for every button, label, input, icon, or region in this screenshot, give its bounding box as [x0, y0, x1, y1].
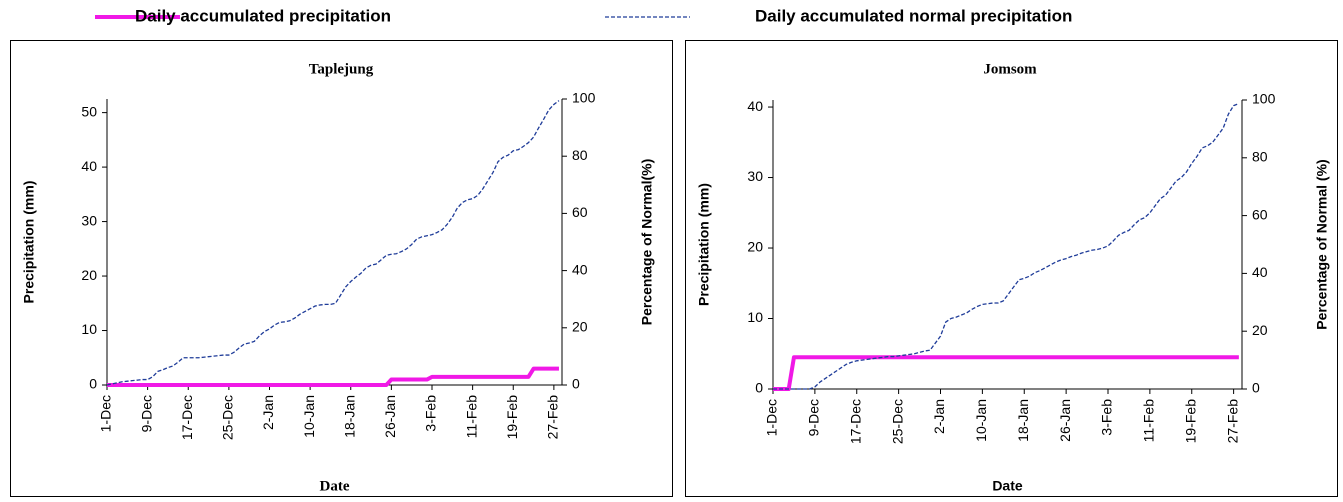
x-tick-label: 26-Jan [1057, 399, 1073, 442]
x-tick-label: 11-Feb [1141, 399, 1157, 443]
x-tick-label: 27-Feb [545, 395, 561, 440]
x-tick-label: 17-Dec [847, 399, 863, 444]
x-tick-label: 18-Jan [341, 395, 357, 438]
x-tick-label: 9-Dec [806, 399, 822, 436]
y-tick-label: 10 [747, 309, 763, 325]
y2-tick-label: 80 [1252, 149, 1268, 165]
x-tick-label: 26-Jan [382, 395, 398, 438]
x-tick-label: 18-Jan [1015, 399, 1031, 442]
legend-label: Daily accumulated precipitation [135, 6, 391, 25]
x-tick-label: 1-Dec [98, 395, 114, 432]
x-tick-label: 11-Feb [463, 395, 479, 439]
x-tick-label: 2-Jan [931, 399, 947, 434]
x-tick-label: 10-Jan [301, 395, 317, 438]
legend-label: Daily accumulated normal precipitation [755, 6, 1072, 25]
x-tick-label: 25-Dec [220, 395, 236, 440]
chart-title: Taplejung [309, 61, 374, 77]
y-tick-label: 40 [81, 158, 97, 174]
x-tick-label: 3-Feb [1099, 399, 1115, 436]
y-axis-label: Precipitation (mm) [21, 181, 37, 304]
x-tick-label: 19-Feb [1182, 399, 1198, 444]
y-tick-label: 0 [755, 380, 763, 396]
y-axis-label: Precipitation (mm) [696, 183, 712, 306]
x-axis-label: Date [992, 478, 1023, 494]
y2-tick-label: 100 [572, 90, 596, 106]
y2-tick-label: 0 [1252, 380, 1260, 396]
x-axis-label: Date [320, 478, 350, 494]
y-tick-label: 0 [89, 376, 97, 392]
panel-frame [685, 40, 1338, 497]
y-tick-label: 30 [747, 168, 763, 184]
y-tick-label: 30 [81, 212, 97, 228]
y2-tick-label: 40 [1252, 264, 1268, 280]
x-tick-label: 19-Feb [504, 395, 520, 440]
series-line [106, 100, 560, 386]
series-line [107, 366, 559, 387]
y2-tick-label: 60 [572, 204, 588, 220]
chart-title: Jomsom [983, 61, 1037, 77]
y-tick-label: 50 [81, 103, 97, 119]
y2-tick-label: 80 [572, 147, 588, 163]
y2-tick-label: 100 [1252, 91, 1276, 107]
y2-tick-label: 60 [1252, 206, 1268, 222]
y2-tick-label: 0 [572, 376, 580, 392]
x-tick-label: 17-Dec [179, 395, 195, 440]
y2-tick-label: 20 [572, 319, 588, 335]
y2-axis-label: Percentage of Normal(%) [639, 159, 655, 325]
x-tick-label: 9-Dec [138, 395, 154, 432]
y-tick-label: 10 [81, 321, 97, 337]
y2-tick-label: 20 [1252, 322, 1268, 338]
x-tick-label: 10-Jan [973, 399, 989, 442]
x-tick-label: 2-Jan [260, 395, 276, 430]
y-tick-label: 20 [81, 267, 97, 283]
y2-axis-label: Percentage of Normal (%) [1314, 159, 1330, 329]
panel-frame [10, 40, 673, 497]
y2-tick-label: 40 [572, 261, 588, 277]
x-tick-label: 25-Dec [889, 399, 905, 444]
y-tick-label: 20 [747, 239, 763, 255]
x-tick-label: 3-Feb [423, 395, 439, 432]
series-line [773, 102, 1240, 390]
x-tick-label: 27-Feb [1224, 399, 1240, 444]
series-line [773, 355, 1239, 391]
y-tick-label: 40 [747, 98, 763, 114]
x-tick-label: 1-Dec [764, 399, 780, 436]
